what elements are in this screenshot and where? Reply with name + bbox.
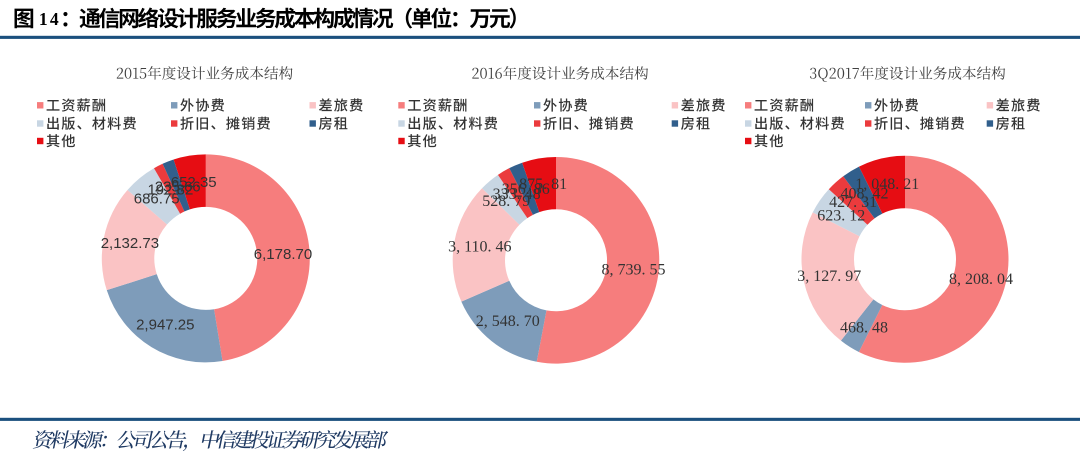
svg-text:2,132.73: 2,132.73 — [101, 235, 159, 252]
svg-text:2,947.25: 2,947.25 — [136, 317, 194, 334]
svg-text:14: 14 — [39, 9, 61, 29]
svg-text:686.75: 686.75 — [134, 191, 180, 208]
svg-text:3, 110. 46: 3, 110. 46 — [448, 239, 511, 256]
svg-text:408. 42: 408. 42 — [841, 185, 889, 202]
svg-text:235.66: 235.66 — [155, 178, 201, 195]
svg-text:652.35: 652.35 — [171, 174, 217, 191]
svg-text:427. 31: 427. 31 — [829, 194, 877, 211]
svg-text:623. 12: 623. 12 — [817, 207, 865, 224]
svg-text:356. 86: 356. 86 — [502, 181, 550, 198]
svg-text:468. 48: 468. 48 — [840, 320, 888, 337]
svg-text:192.82: 192.82 — [147, 182, 193, 199]
svg-text:8, 208. 04: 8, 208. 04 — [949, 271, 1013, 288]
svg-text:528. 79: 528. 79 — [482, 193, 530, 210]
svg-text:333. 48: 333. 48 — [493, 186, 541, 203]
svg-text:6,178.70: 6,178.70 — [254, 246, 312, 263]
svg-text:3, 127. 97: 3, 127. 97 — [797, 268, 861, 285]
svg-text:1, 048. 21: 1, 048. 21 — [855, 176, 919, 193]
svg-text:2, 548. 70: 2, 548. 70 — [476, 313, 540, 330]
svg-text:875. 81: 875. 81 — [519, 176, 567, 193]
svg-text:8, 739. 55: 8, 739. 55 — [602, 262, 666, 279]
